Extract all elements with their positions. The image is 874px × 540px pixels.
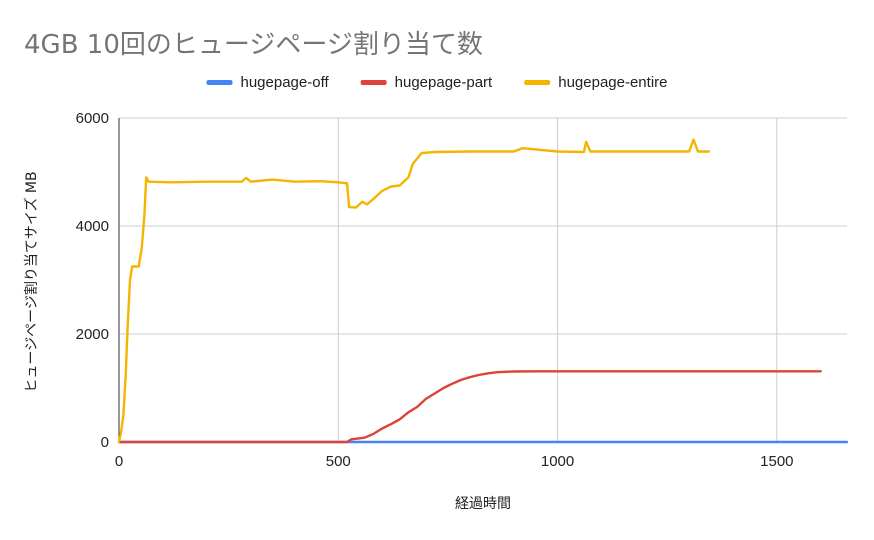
- grid: [118, 117, 847, 443]
- x-tick-label: 1000: [541, 453, 574, 470]
- x-tick-label: 500: [326, 453, 351, 470]
- tick-labels: 0 2000 4000 6000 0 500 1000 1500: [76, 110, 794, 470]
- x-axis-title: 経過時間: [455, 496, 511, 512]
- y-tick-label: 6000: [76, 110, 109, 127]
- y-tick-label: 4000: [76, 218, 109, 235]
- legend-label: hugepage-entire: [558, 74, 667, 91]
- series-lines: [117, 138, 849, 444]
- chart-title: 4GB 10回のヒュージページ割り当て数: [24, 30, 483, 60]
- series-line-hugepage-part: [117, 370, 822, 444]
- legend-swatch-hugepage-entire: [524, 80, 551, 85]
- legend-label: hugepage-part: [395, 74, 493, 91]
- x-tick-label: 1500: [760, 453, 793, 470]
- legend-swatch-hugepage-off: [206, 80, 233, 85]
- series-line-hugepage-entire: [117, 138, 711, 444]
- y-tick-label: 0: [101, 434, 109, 451]
- legend-swatch-hugepage-part: [360, 80, 387, 85]
- y-axis-title: ヒュージページ割り当てサイズ MB: [23, 171, 40, 392]
- x-tick-label: 0: [115, 453, 123, 470]
- legend-label: hugepage-off: [241, 74, 330, 91]
- legend: hugepage-off hugepage-part hugepage-entire: [206, 74, 668, 91]
- y-tick-label: 2000: [76, 326, 109, 343]
